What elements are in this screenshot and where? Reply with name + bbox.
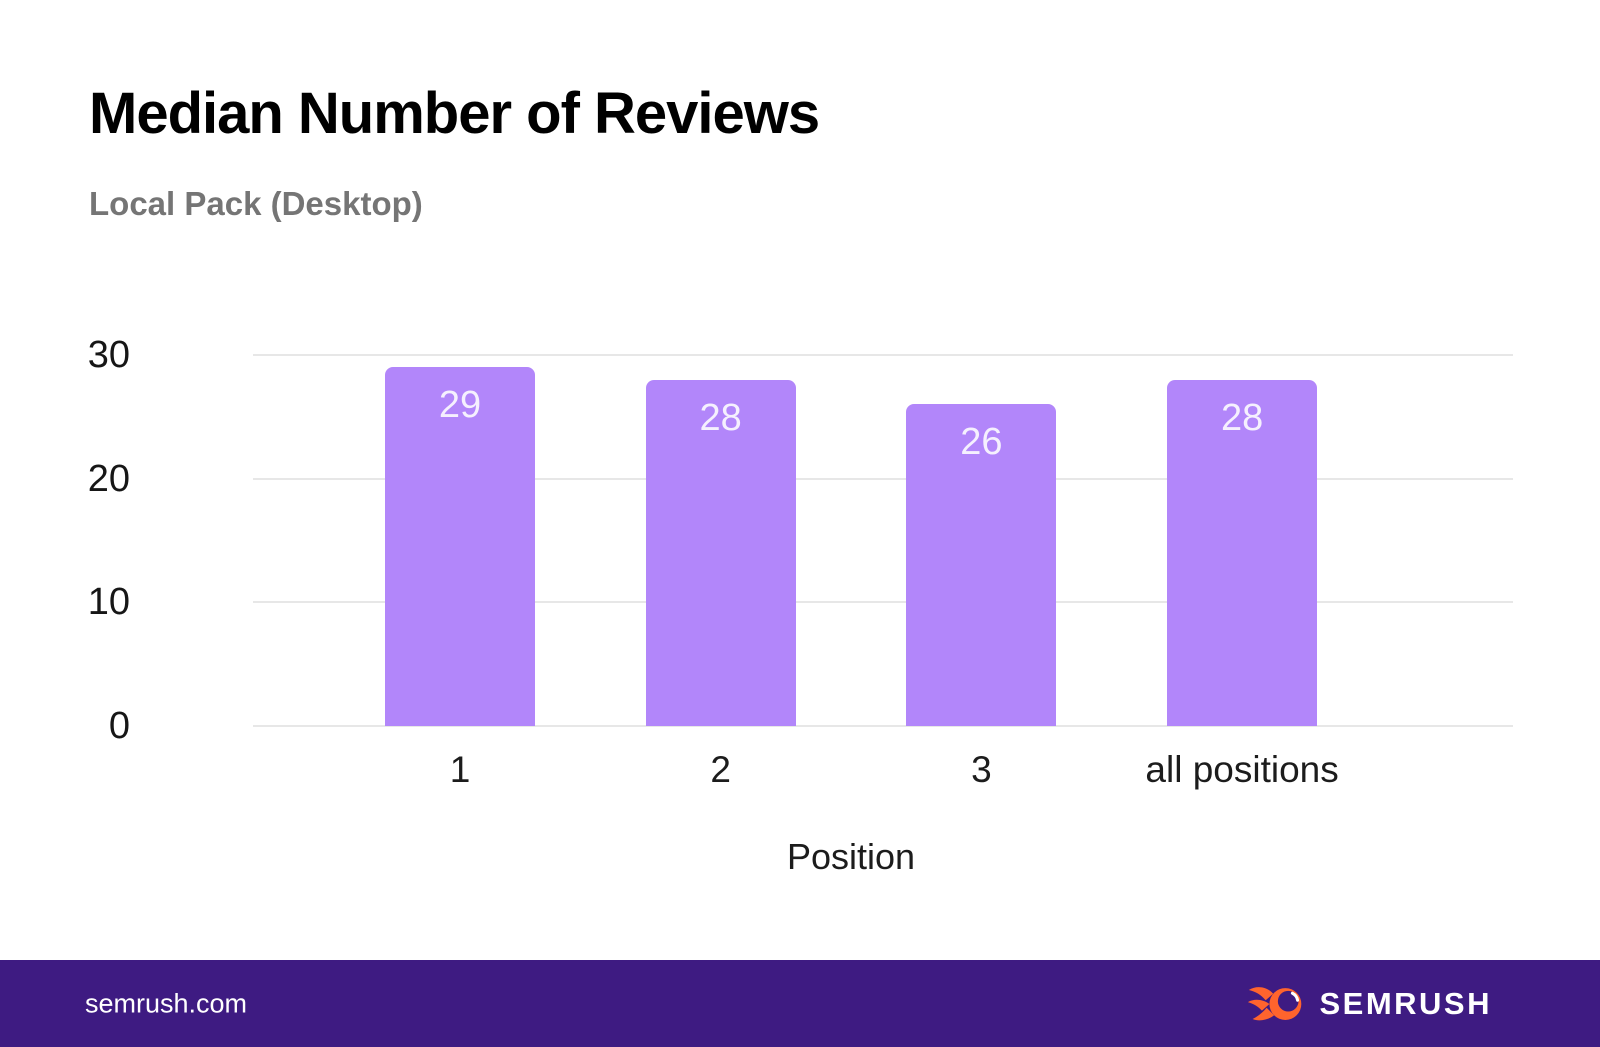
gridline-y10 — [253, 601, 1513, 604]
gridline-y0 — [253, 725, 1513, 727]
x-axis-tick-label: all positions — [1145, 749, 1339, 790]
bar-2: 28 — [645, 379, 796, 726]
chart-title: Median Number of Reviews — [89, 81, 820, 146]
semrush-logo: SEMRUSH — [1246, 981, 1492, 1027]
bar-1: 29 — [385, 367, 535, 726]
gridline-y20 — [253, 477, 1513, 480]
x-axis-tick-label: 2 — [710, 749, 731, 790]
semrush-flame-icon — [1246, 981, 1306, 1027]
y-axis-tick-label: 20 — [87, 457, 130, 500]
bar-value-label: 28 — [699, 396, 742, 439]
footer-site-url: semrush.com — [85, 988, 248, 1018]
bar-3: 26 — [906, 404, 1057, 726]
footer-bar: semrush.com SEMRUSH — [0, 960, 1600, 1047]
footer-brand-wordmark: SEMRUSH — [1319, 985, 1492, 1021]
gridline-y30 — [253, 354, 1513, 356]
x-axis-tick-label: 3 — [971, 749, 992, 790]
x-axis-title: Position — [787, 836, 916, 877]
chart-subtitle: Local Pack (Desktop) — [89, 185, 423, 222]
bar-value-label: 26 — [960, 421, 1003, 464]
y-axis-tick-label: 30 — [87, 334, 130, 376]
x-axis-tick-label: 1 — [449, 749, 471, 790]
y-axis-tick-label: 10 — [87, 581, 130, 624]
bar-value-label: 28 — [1220, 396, 1264, 439]
y-axis-tick-label: 0 — [108, 705, 130, 747]
bar-all-positions: 28 — [1167, 379, 1318, 726]
bar-value-label: 29 — [438, 384, 482, 427]
